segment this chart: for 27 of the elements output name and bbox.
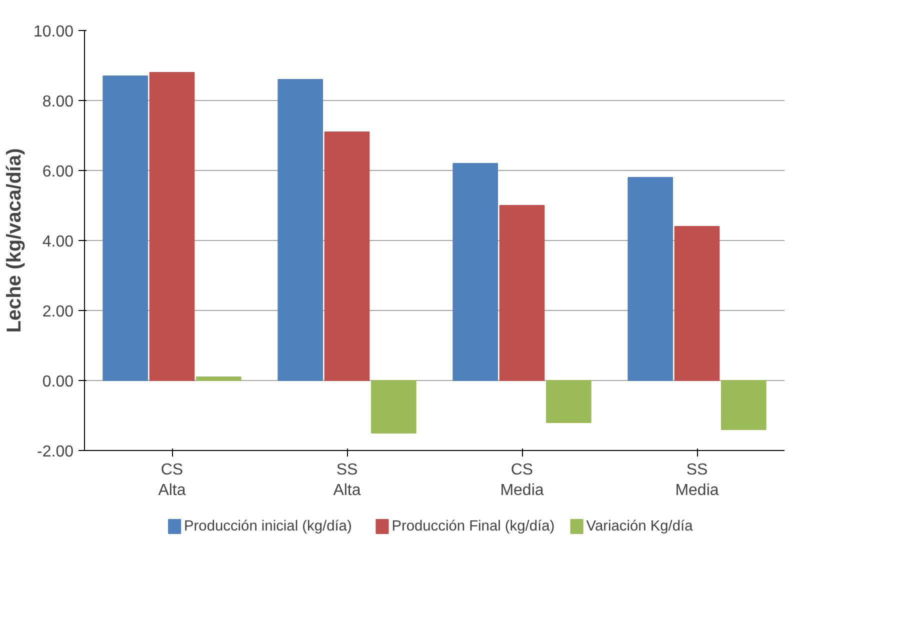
bar: [546, 380, 592, 423]
legend-label: Producción inicial (kg/día): [184, 518, 352, 534]
y-axis-title: Leche (kg/vaca/día): [3, 148, 26, 333]
legend-label: Producción Final (kg/día): [392, 518, 555, 534]
bar: [721, 380, 766, 430]
y-tick-label: -2.00: [37, 444, 74, 460]
bar: [371, 380, 416, 434]
bar: [102, 76, 148, 381]
bar: [324, 132, 370, 381]
y-tick-label: 6.00: [42, 164, 74, 180]
bar: [674, 226, 720, 381]
legend-label: Variación Kg/día: [586, 518, 694, 534]
bar: [196, 376, 242, 381]
y-tick-label: 10.00: [33, 24, 74, 40]
x-tick-label: SS Alta: [333, 462, 361, 499]
x-tick-label: CS Media: [500, 462, 544, 499]
x-tick-label: CS Alta: [158, 462, 186, 499]
y-tick-label: 4.00: [42, 234, 74, 250]
x-tick-label: SS Media: [675, 462, 719, 499]
y-tick-label: 2.00: [42, 304, 74, 320]
bar: [452, 163, 498, 381]
y-tick-label: 0.00: [42, 374, 74, 390]
bar: [628, 177, 673, 381]
y-tick-label: 8.00: [42, 94, 74, 110]
bar: [149, 72, 195, 381]
bar: [278, 79, 323, 381]
bar: [499, 205, 545, 381]
